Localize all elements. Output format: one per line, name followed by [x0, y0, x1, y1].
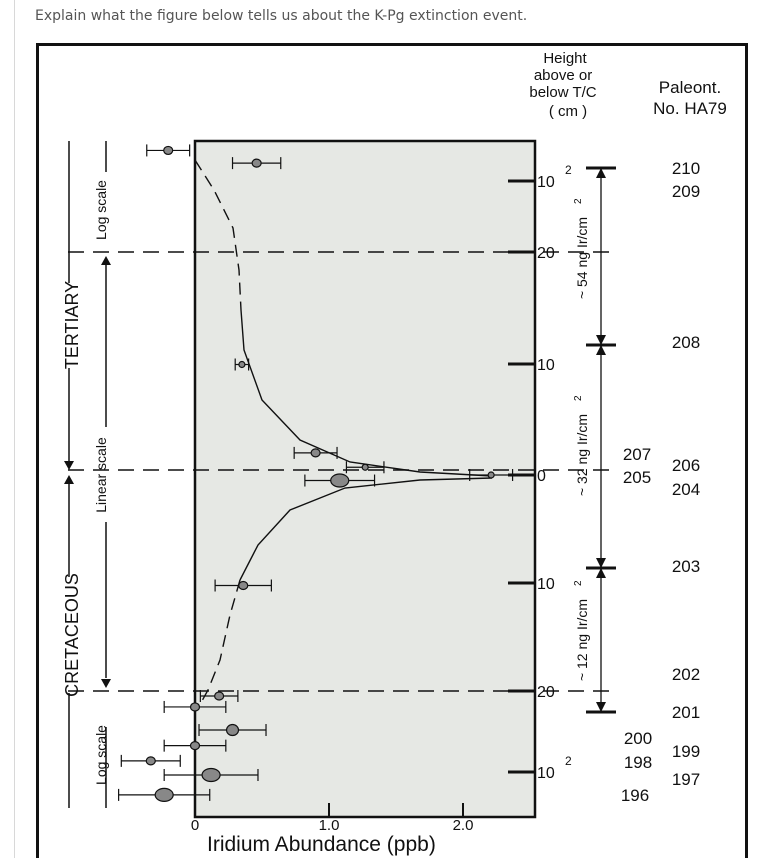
paleo-sample-number: 204 [672, 480, 700, 499]
data-point [487, 471, 495, 479]
trend-curve-upper [240, 309, 493, 477]
ir-total-text: ~ 54 ng Ir/cm [574, 217, 590, 299]
height-header-line: above or [534, 67, 592, 84]
ir-total-text: ~ 32 ng Ir/cm [574, 414, 590, 496]
height-tick-label: 10 [537, 576, 555, 593]
arrow-head [596, 345, 606, 355]
data-point [154, 787, 174, 803]
paleo-sample-number: 205 [623, 468, 651, 487]
height-tick-exponent: 2 [565, 163, 572, 177]
height-tick-label: 10 [537, 765, 555, 782]
scale-label-log-lower: Log scale [93, 725, 109, 785]
arrow-head [596, 335, 606, 345]
arrow-head [64, 475, 74, 484]
data-point [201, 767, 221, 783]
data-point [361, 463, 369, 471]
arrow-head [64, 461, 74, 470]
ir-total-exponent: 2 [573, 198, 584, 204]
arrow-head [596, 568, 606, 578]
paleo-sample-number: 201 [672, 703, 700, 722]
trend-curve-upper-dashed [194, 159, 242, 311]
arrow-head [596, 168, 606, 178]
period-label-cretaceous: CRETACEOUS [62, 573, 82, 697]
height-tick-exponent: 2 [565, 754, 572, 768]
paleo-sample-number: 198 [624, 753, 652, 772]
data-point [189, 702, 201, 712]
paleo-sample-number: 203 [672, 557, 700, 576]
x-tick-label: 1.0 [319, 817, 340, 834]
paleo-sample-number: 196 [621, 786, 649, 805]
paleo-sample-number: 202 [672, 665, 700, 684]
paleo-header-line: No. HA79 [653, 99, 727, 118]
data-point [238, 580, 249, 591]
paleo-sample-number: 197 [672, 770, 700, 789]
data-point [310, 448, 321, 458]
paleo-sample-number: 207 [623, 445, 651, 464]
ir-total-exponent: 2 [573, 395, 584, 401]
data-point [238, 360, 246, 369]
data-point [225, 723, 240, 737]
height-header-line: ( cm ) [549, 103, 587, 120]
ir-total-text: ~ 12 ng Ir/cm [574, 599, 590, 681]
question-text: Explain what the figure below tells us a… [35, 8, 528, 24]
height-header-line: Height [543, 50, 587, 67]
data-point [189, 741, 201, 751]
data-point [145, 756, 156, 766]
data-point [214, 691, 225, 701]
height-header: Height above or below T/C ( cm ) [529, 50, 596, 120]
left-margin-rule [14, 0, 15, 858]
ir-total-exponent: 2 [573, 580, 584, 586]
arrow-head [101, 256, 111, 265]
data-point [163, 145, 174, 156]
x-axis-title: Iridium Abundance (ppb) [207, 833, 436, 856]
paleo-sample-number: 206 [672, 456, 700, 475]
trend-curve-lower [239, 477, 493, 581]
height-tick-label: 0 [537, 468, 546, 485]
ir-total-label: ~ 32 ng Ir/cm 2 [573, 395, 590, 496]
paleo-sample-number: 200 [624, 729, 652, 748]
paleo-sample-number: 199 [672, 742, 700, 761]
paleo-header: Paleont. No. HA79 [653, 78, 727, 118]
height-tick-label: 20 [537, 245, 555, 262]
x-tick-label: 0 [191, 817, 199, 834]
height-tick-label: 10 [537, 357, 555, 374]
arrow-head [596, 558, 606, 568]
ir-total-label: ~ 12 ng Ir/cm 2 [573, 580, 590, 681]
period-label-tertiary: TERTIARY [62, 281, 82, 369]
paleo-sample-number: 208 [672, 333, 700, 352]
scale-label-log-upper: Log scale [93, 180, 109, 240]
height-tick-label: 10 [537, 174, 555, 191]
paleo-sample-number: 210 [672, 159, 700, 178]
trend-curve-lower-dashed [196, 579, 241, 711]
arrow-head [101, 679, 111, 688]
height-tick-label: 20 [537, 684, 555, 701]
arrow-head [596, 702, 606, 712]
data-point [251, 158, 262, 168]
paleo-header-line: Paleont. [659, 78, 721, 97]
paleo-sample-number: 209 [672, 182, 700, 201]
x-tick-label: 2.0 [453, 817, 474, 834]
height-header-line: below T/C [529, 84, 596, 101]
scale-label-linear: Linear scale [93, 437, 109, 513]
figure-frame [36, 43, 748, 858]
plot-area [193, 139, 537, 819]
data-point [330, 473, 350, 488]
ir-total-label: ~ 54 ng Ir/cm 2 [573, 198, 590, 299]
